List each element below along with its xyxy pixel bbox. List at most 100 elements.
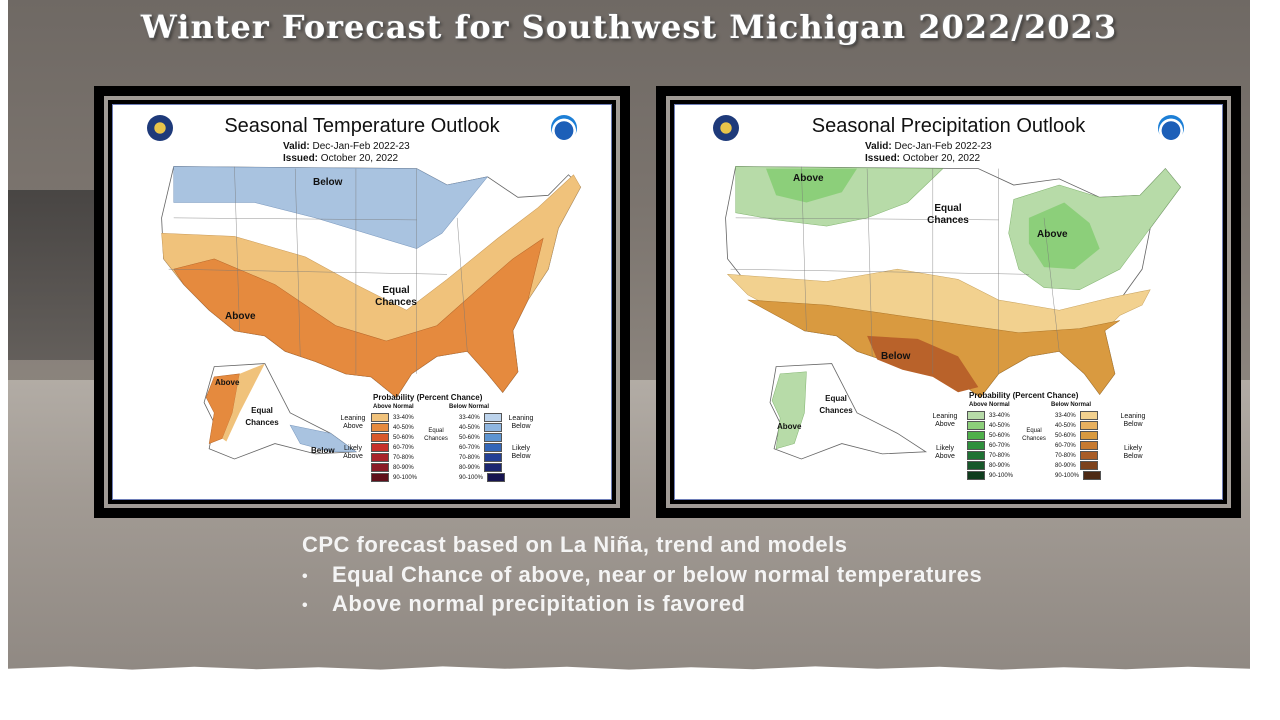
legend-swatch [967, 441, 985, 450]
legend-range-label: 70-80% [1055, 452, 1076, 459]
alaska-above-region [771, 371, 807, 450]
legend-range-label: 90-100% [459, 474, 484, 481]
legend-swatch [483, 413, 502, 422]
alaska-above-light-region [222, 363, 265, 442]
legend-swatch [1079, 421, 1098, 430]
legend-row-below: 33-40% [459, 413, 502, 422]
legend-swatch [371, 433, 389, 442]
slide-title: Winter Forecast for Southwest Michigan 2… [140, 8, 1118, 46]
legend-row-above: 80-90% [967, 461, 1010, 470]
legend-range-label: 50-60% [393, 434, 414, 441]
legend-row-above: 33-40% [967, 411, 1010, 420]
temp-below-label: Below [313, 177, 343, 188]
legend-row-above: 50-60% [371, 433, 414, 442]
temp-above-mid-region [173, 237, 544, 398]
legend-swatch [483, 423, 502, 432]
legend-range-label: 60-70% [1055, 442, 1076, 449]
legend-swatch [967, 451, 985, 460]
temp-legend-below-head: Below Normal [449, 404, 490, 410]
legend-range-label: 90-100% [989, 472, 1014, 479]
legend-row-below: 50-60% [1055, 431, 1098, 440]
legend-range-label: 33-40% [393, 414, 414, 421]
legend-swatch [967, 431, 985, 440]
legend-range-label: 50-60% [459, 434, 480, 441]
precip-legend-below-head: Below Normal [1051, 402, 1092, 408]
alaska-above-region [205, 373, 240, 444]
alaska-temp-below-label: Below [311, 446, 335, 455]
legend-row-above: 50-60% [967, 431, 1010, 440]
precip-below-label: Below [881, 351, 911, 362]
legend-swatch [1079, 431, 1098, 440]
temp-legend-likely-below: Likely Below [511, 445, 531, 460]
legend-row-above: 40-50% [371, 423, 414, 432]
precipitation-map-title: Seasonal Precipitation Outlook [811, 115, 1086, 137]
background-building [8, 190, 108, 360]
precip-legend-equal-chances: Equal Chances [1022, 428, 1046, 442]
legend-range-label: 90-100% [393, 474, 418, 481]
legend-swatch [967, 421, 985, 430]
legend-row-below: 33-40% [1055, 411, 1098, 420]
temperature-outlook-frame: Seasonal Temperature Outlook Valid: Dec-… [94, 86, 630, 518]
temp-legend-leaning-below: Leaning Below [508, 415, 534, 430]
legend-row-below: 40-50% [459, 423, 502, 432]
legend-row-above: 70-80% [371, 453, 414, 462]
legend-swatch [371, 413, 389, 422]
temp-above-label: Above [225, 311, 256, 322]
legend-row-below: 80-90% [1055, 461, 1098, 470]
legend-swatch [483, 463, 502, 472]
legend-range-label: 80-90% [459, 464, 480, 471]
alaska-precip-equal-label: Equal Chances [819, 394, 853, 415]
precip-legend-above-head: Above Normal [969, 402, 1010, 408]
alaska-temp-equal-label: Equal Chances [245, 406, 279, 427]
commerce-seal-icon [147, 115, 173, 141]
precip-below-dark-region [867, 335, 979, 393]
legend-row-above: 40-50% [967, 421, 1010, 430]
legend-range-label: 33-40% [459, 414, 480, 421]
precip-above-lakes-label: Above [1037, 229, 1068, 240]
forecast-caption: CPC forecast based on La Niña, trend and… [302, 532, 848, 557]
legend-range-label: 70-80% [459, 454, 480, 461]
precipitation-map-graphic [725, 166, 1182, 460]
legend-range-label: 33-40% [989, 412, 1010, 419]
alaska-below-region [289, 424, 357, 453]
precip-above-north-label: Above [793, 173, 824, 184]
legend-swatch [1079, 451, 1098, 460]
commerce-seal-icon [713, 115, 739, 141]
bullet-temperature: • Equal Chance of above, near or below no… [302, 562, 983, 587]
legend-row-below: 70-80% [459, 453, 502, 462]
temperature-outlook-map: Seasonal Temperature Outlook Valid: Dec-… [112, 104, 612, 500]
legend-range-label: 90-100% [1055, 472, 1080, 479]
legend-swatch [967, 471, 985, 480]
legend-range-label: 80-90% [989, 462, 1010, 469]
slide-background: Winter Forecast for Southwest Michigan 2… [8, 0, 1250, 670]
legend-row-below: 60-70% [1055, 441, 1098, 450]
legend-row-below: 40-50% [1055, 421, 1098, 430]
legend-swatch [483, 443, 502, 452]
precip-legend-leaning-below: Leaning Below [1120, 413, 1146, 428]
legend-row-below: 90-100% [459, 473, 506, 482]
legend-swatch [483, 433, 502, 442]
legend-range-label: 60-70% [393, 444, 414, 451]
legend-row-below: 80-90% [459, 463, 502, 472]
legend-range-label: 70-80% [393, 454, 414, 461]
legend-row-above: 90-100% [371, 473, 417, 482]
noaa-logo-icon [1158, 115, 1184, 141]
precip-legend-title: Probability (Percent Chance) [969, 391, 1079, 400]
legend-row-below: 50-60% [459, 433, 502, 442]
noaa-logo-icon [551, 115, 577, 141]
legend-swatch [967, 461, 985, 470]
alaska-precip-above-label: Above [777, 422, 802, 431]
legend-row-below: 60-70% [459, 443, 502, 452]
legend-range-label: 60-70% [989, 442, 1010, 449]
legend-swatch [487, 473, 506, 482]
state-boundaries [730, 166, 1060, 374]
legend-swatch [371, 443, 389, 452]
temperature-valid-text: Valid: Dec-Jan-Feb 2022-23 Issued: Octob… [283, 141, 410, 164]
legend-swatch [1079, 411, 1098, 420]
precip-above-north-mid-region [765, 168, 857, 203]
temp-legend-equal-chances: Equal Chances [424, 428, 448, 442]
legend-range-label: 80-90% [393, 464, 414, 471]
legend-range-label: 80-90% [1055, 462, 1076, 469]
precip-above-lakes-mid-region [1028, 202, 1100, 270]
legend-row-above: 60-70% [371, 443, 414, 452]
